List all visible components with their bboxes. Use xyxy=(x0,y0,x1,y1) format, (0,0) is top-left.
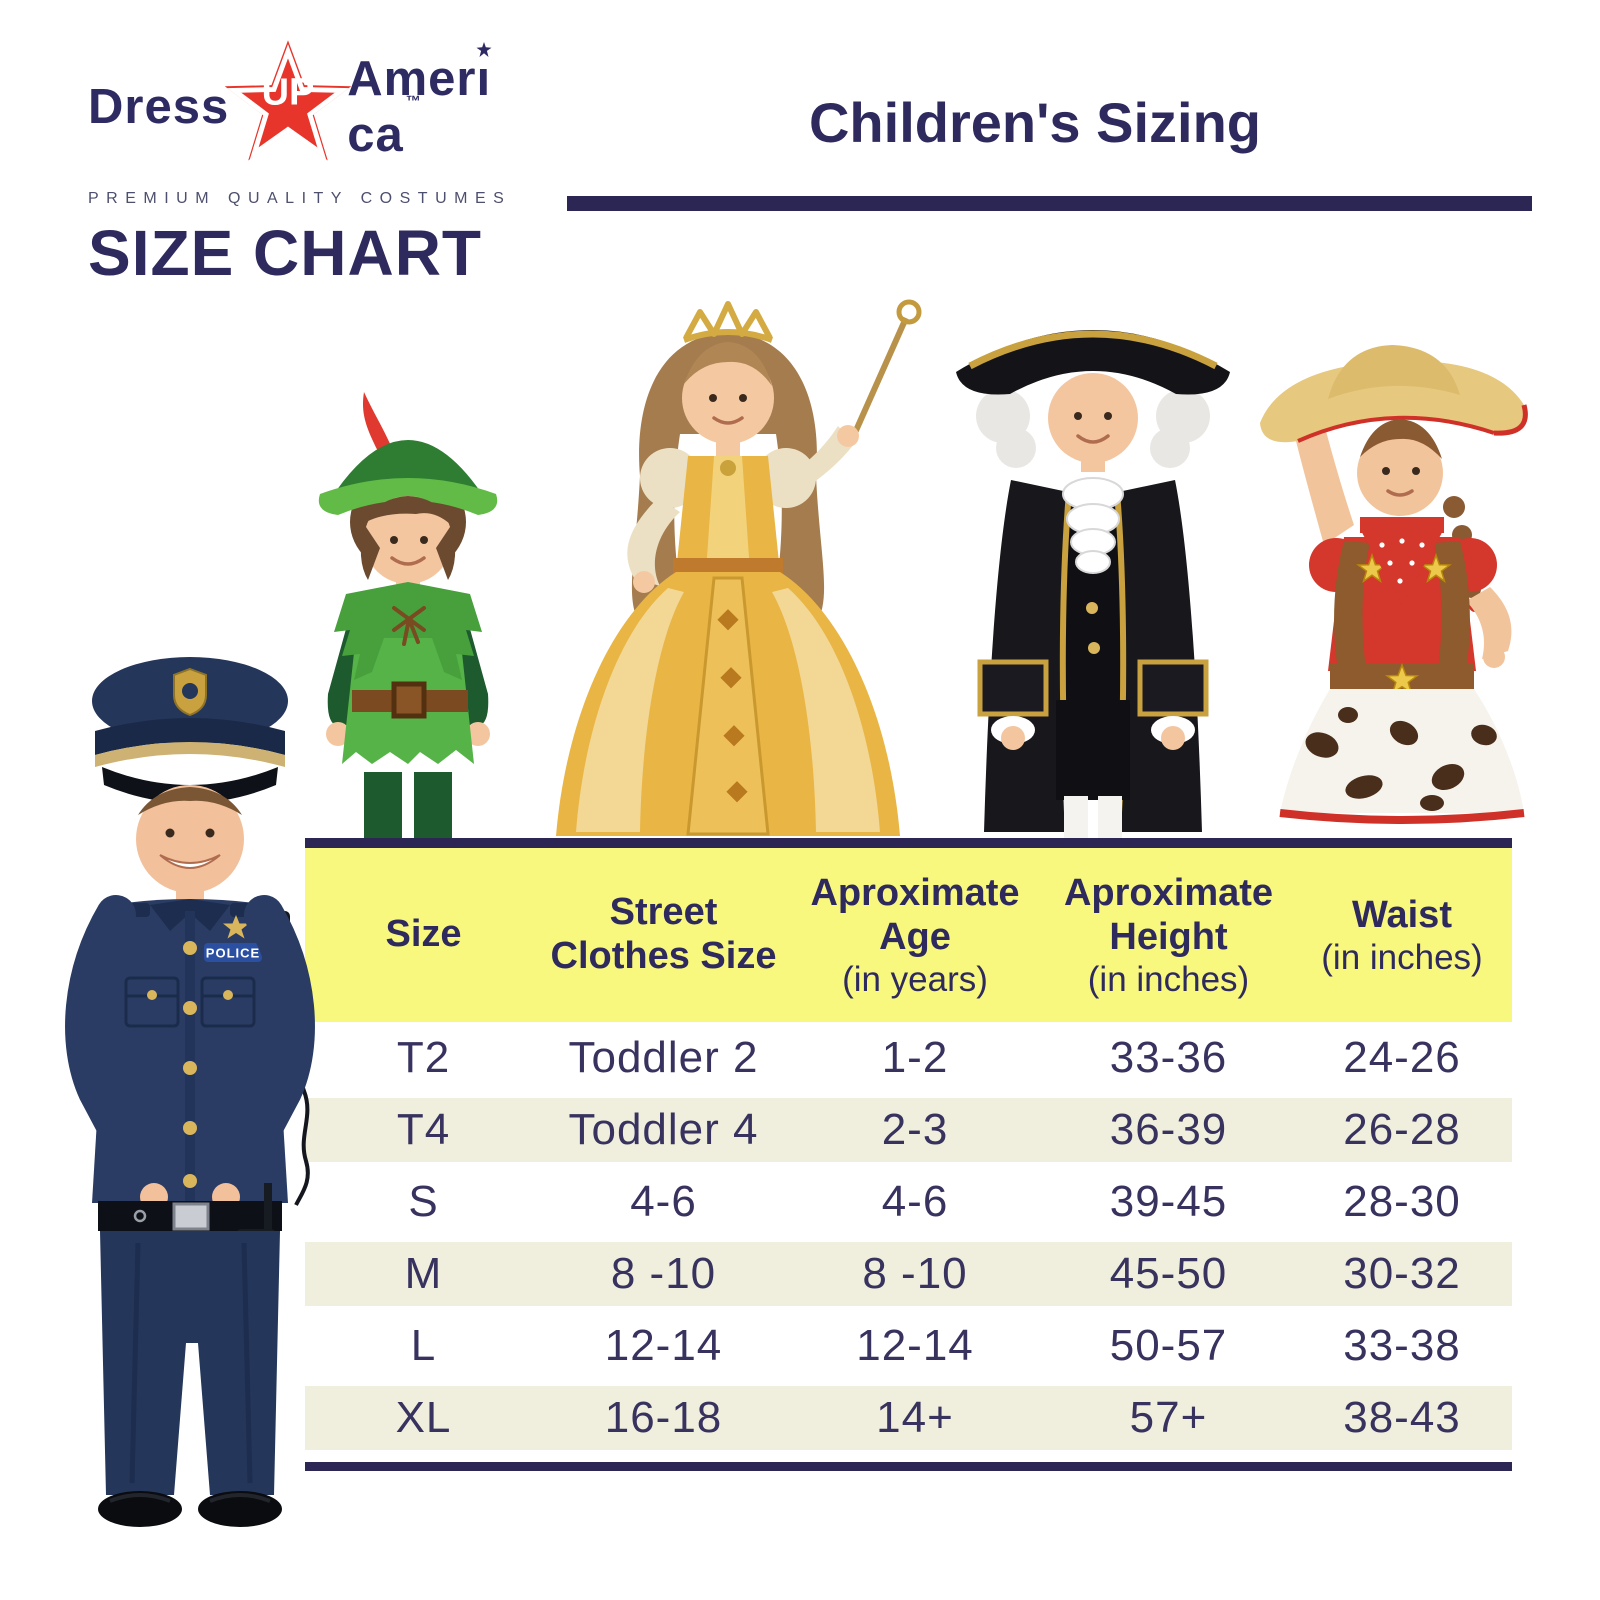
size-chart-heading: SIZE CHART xyxy=(88,217,482,289)
table-cell: 12-14 xyxy=(604,1321,723,1370)
peter-pan-costume-photo xyxy=(268,372,550,850)
table-top-border xyxy=(305,838,1512,848)
brand-word-america-post: ca xyxy=(347,108,404,162)
table-row-xl: XL 16-18 14+ 57+ 38-43 xyxy=(305,1382,1512,1454)
table-cell: 36-39 xyxy=(1109,1105,1228,1154)
princess-face xyxy=(682,342,774,458)
column-header-waist: Waist (in inches) xyxy=(1321,893,1483,977)
colonial-wig xyxy=(976,389,1210,468)
colonial-jabot xyxy=(1062,472,1124,574)
table-cell: M xyxy=(404,1249,443,1298)
table-cell: Toddler 4 xyxy=(568,1105,759,1154)
table-cell: 45-50 xyxy=(1109,1249,1228,1298)
brand-logo: Dress UP Amerı ca™ PREMIUM QUALITY COSTUM… xyxy=(88,38,558,290)
princess-dress xyxy=(556,425,900,836)
table-cell: 33-38 xyxy=(1343,1321,1461,1370)
cowgirl-skirt xyxy=(1279,662,1525,824)
table-cell: T2 xyxy=(396,1033,451,1082)
cowgirl-top xyxy=(1309,517,1512,671)
colonial-breeches xyxy=(1056,700,1130,850)
table-cell: S xyxy=(408,1177,439,1226)
brand-word-america-i: ı xyxy=(476,42,492,107)
colonial-face xyxy=(1048,373,1138,476)
peter-pan-body xyxy=(326,582,490,850)
table-cell: 12-14 xyxy=(856,1321,974,1370)
trademark-symbol: ™ xyxy=(405,93,422,110)
table-cell: 16-18 xyxy=(604,1393,723,1442)
police-pants xyxy=(98,1231,282,1527)
table-cell: 50-57 xyxy=(1109,1321,1228,1370)
brand-star-icon: UP xyxy=(224,40,352,161)
table-cell: 57+ xyxy=(1129,1393,1208,1442)
table-cell: 14+ xyxy=(876,1393,954,1442)
table-footer-strip xyxy=(305,1454,1512,1462)
police-face xyxy=(136,785,244,907)
police-shirt: POLICE xyxy=(65,895,315,1211)
table-cell: 28-30 xyxy=(1343,1177,1461,1226)
police-hat xyxy=(92,657,288,803)
cowgirl-hat xyxy=(1260,345,1528,443)
table-cell: 1-2 xyxy=(881,1033,949,1082)
colonial-costume-photo xyxy=(928,276,1258,850)
cowgirl-raised-arm xyxy=(1296,431,1354,545)
brand-star-text: UP xyxy=(262,72,315,114)
column-header-street-clothes: Street Clothes Size xyxy=(550,890,777,977)
title-underline xyxy=(567,196,1532,211)
table-cell: 4-6 xyxy=(881,1177,949,1226)
table-cell: XL xyxy=(395,1393,452,1442)
table-cell: 39-45 xyxy=(1109,1177,1228,1226)
table-cell: 30-32 xyxy=(1343,1249,1461,1298)
colonial-hat xyxy=(956,330,1230,395)
table-bottom-border xyxy=(305,1462,1512,1471)
brand-tagline: PREMIUM QUALITY COSTUMES xyxy=(88,190,512,207)
table-cell: 26-28 xyxy=(1343,1105,1461,1154)
column-header-size: Size xyxy=(385,912,462,955)
table-cell: 24-26 xyxy=(1343,1033,1461,1082)
i-dot-star-icon xyxy=(476,42,492,57)
table-cell: Toddler 2 xyxy=(568,1033,759,1082)
table-cell: 4-6 xyxy=(630,1177,697,1226)
brand-word-america: Amerı ca™ xyxy=(347,42,558,163)
table-cell: 33-36 xyxy=(1109,1033,1228,1082)
table-cell: L xyxy=(410,1321,437,1370)
table-row-l: L 12-14 12-14 50-57 33-38 xyxy=(305,1310,1512,1382)
princess-hair xyxy=(631,332,825,624)
page-title: Children's Sizing xyxy=(808,91,1262,154)
table-header-row: Size Street Clothes Size Aproximate Age … xyxy=(305,848,1512,1022)
table-row-t4: T4 Toddler 4 2-3 36-39 26-28 xyxy=(305,1094,1512,1166)
colonial-coat xyxy=(977,480,1209,832)
table-row-s: S 4-6 4-6 39-45 28-30 xyxy=(305,1166,1512,1238)
brand-word-america-pre: Amer xyxy=(347,52,477,106)
peter-pan-face xyxy=(360,496,456,594)
column-header-height: Aproximate Height (in inches) xyxy=(1063,871,1274,999)
police-costume-photo: POLICE xyxy=(40,643,360,1548)
princess-costume-photo xyxy=(518,276,938,850)
brand-word-dress: Dress xyxy=(88,80,230,134)
table-cell: T4 xyxy=(396,1105,451,1154)
brand-logo-row: Dress UP Amerı ca™ xyxy=(88,38,558,176)
size-chart-table: Size Street Clothes Size Aproximate Age … xyxy=(305,838,1512,1471)
table-cell: 38-43 xyxy=(1343,1393,1461,1442)
princess-tiara xyxy=(682,301,774,343)
table-cell: 2-3 xyxy=(881,1105,949,1154)
police-patch-text: POLICE xyxy=(206,946,260,961)
column-header-age: Aproximate Age (in years) xyxy=(810,871,1020,999)
table-row-t2: T2 Toddler 2 1-2 33-36 24-26 xyxy=(305,1022,1512,1094)
cowgirl-costume-photo xyxy=(1232,305,1552,848)
princess-wand xyxy=(847,299,922,446)
table-cell: 8 -10 xyxy=(610,1249,717,1298)
table-cell: 8 -10 xyxy=(862,1249,968,1298)
table-row-m: M 8 -10 8 -10 45-50 30-32 xyxy=(305,1238,1512,1310)
